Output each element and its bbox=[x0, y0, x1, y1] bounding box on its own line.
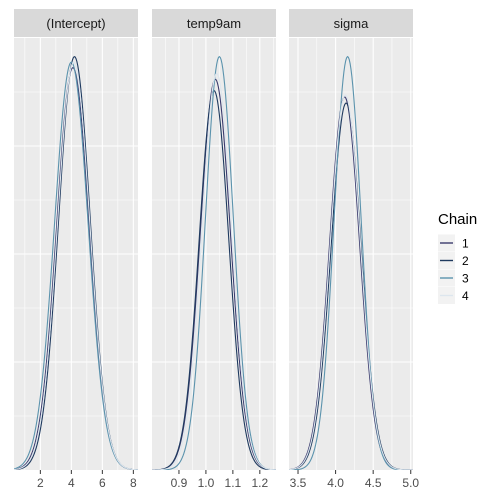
legend-title: Chain bbox=[438, 211, 477, 228]
legend-label: 1 bbox=[462, 237, 469, 251]
legend-item-2: 2 bbox=[438, 252, 469, 269]
legend-item-1: 1 bbox=[438, 234, 469, 252]
x-tick-label: 4 bbox=[68, 476, 75, 490]
legend-label: 4 bbox=[462, 289, 469, 303]
facet-panels: (Intercept) 2 4 6 8 temp9am 0.9 1.0 1.1 1.2 sigma 3… bbox=[14, 9, 419, 490]
density-curve-chain-4 bbox=[289, 94, 413, 470]
x-tick-label: 1.2 bbox=[251, 476, 268, 490]
x-tick-label: 4.0 bbox=[327, 476, 344, 490]
x-tick-label: 6 bbox=[99, 476, 106, 490]
density-curve-chain-4 bbox=[152, 72, 276, 470]
facet-panel-1: temp9am 0.9 1.0 1.1 1.2 bbox=[152, 9, 276, 490]
strip-background bbox=[289, 9, 413, 37]
strip-background bbox=[14, 9, 138, 37]
facet-panel-0: (Intercept) 2 4 6 8 bbox=[14, 9, 138, 490]
legend-label: 2 bbox=[462, 254, 469, 268]
strip-title: temp9am bbox=[187, 16, 241, 31]
legend-item-3: 3 bbox=[438, 269, 469, 287]
facet-panel-2: sigma 3.5 4.0 4.5 5.0 bbox=[289, 9, 419, 490]
legend-label: 3 bbox=[462, 272, 469, 286]
x-tick-label: 3.5 bbox=[290, 476, 307, 490]
legend-item-4: 4 bbox=[438, 287, 469, 304]
x-tick-label: 5.0 bbox=[402, 476, 419, 490]
x-tick-label: 0.9 bbox=[171, 476, 188, 490]
density-curve-chain-4 bbox=[14, 61, 138, 470]
strip-title: (Intercept) bbox=[46, 16, 105, 31]
density-curve-chain-3 bbox=[152, 55, 276, 470]
x-tick-label: 4.5 bbox=[365, 476, 382, 490]
x-tick-label: 2 bbox=[37, 476, 44, 490]
strip-background bbox=[152, 9, 276, 37]
chain-legend: Chain 1 2 3 4 bbox=[438, 211, 477, 304]
density-curve-chain-3 bbox=[289, 55, 413, 470]
x-tick-label: 1.0 bbox=[198, 476, 215, 490]
x-tick-label: 8 bbox=[130, 476, 137, 490]
x-tick-label: 1.1 bbox=[225, 476, 242, 490]
strip-title: sigma bbox=[334, 16, 369, 31]
